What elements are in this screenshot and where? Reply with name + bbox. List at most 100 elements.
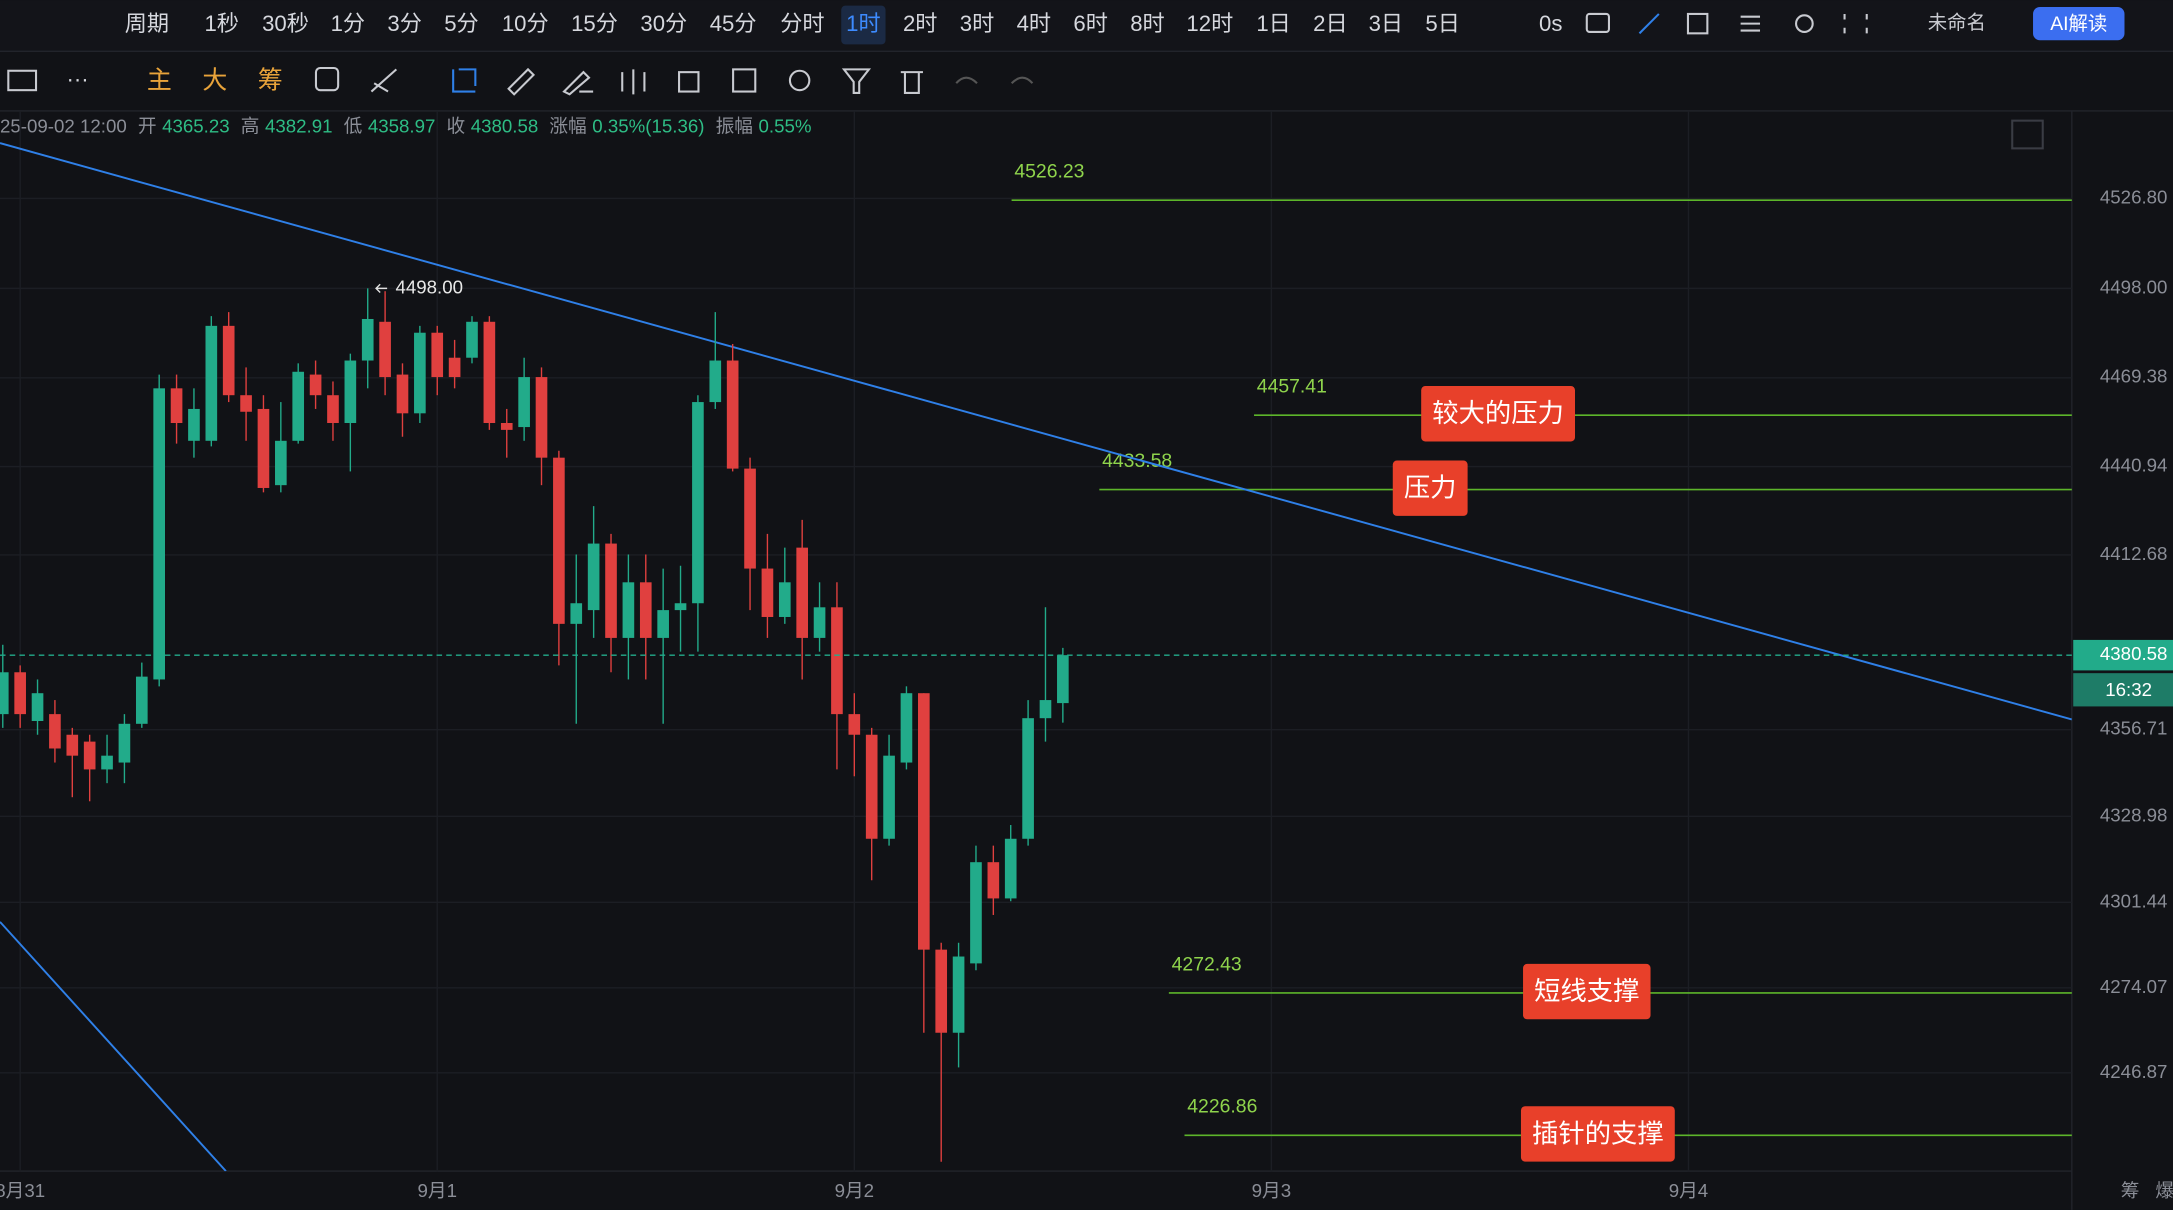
interval-button[interactable]: 2时 [903, 11, 937, 36]
top-toolbar [0, 0, 2173, 52]
icon[interactable] [1843, 13, 1868, 34]
interval-button[interactable]: 8时 [1130, 11, 1164, 36]
icon[interactable] [788, 69, 811, 92]
ai-button[interactable] [2033, 7, 2125, 41]
interval-button[interactable]: 5分 [444, 11, 478, 36]
x-tick-label: 9月2 [835, 1180, 874, 1201]
callout-text: 压力 [1404, 473, 1457, 503]
candle-body [1022, 718, 1034, 839]
ohlc-bar: 25-09-02 12:00 开 4365.23 高 4382.91 低 4358.97 收 4… [0, 116, 811, 137]
period-label[interactable]: 周期 [125, 11, 169, 36]
icon[interactable] [1638, 13, 1660, 35]
x-tick-label: 9月3 [1252, 1180, 1291, 1201]
candle-body [657, 610, 669, 638]
candle-body [14, 672, 26, 715]
candle-body [587, 543, 600, 611]
tool-button[interactable]: 大 [202, 66, 227, 94]
icon[interactable] [2011, 119, 2044, 150]
tool-button[interactable]: 筹 [258, 66, 283, 94]
candle-body [257, 408, 270, 488]
interval-button[interactable]: 3日 [1369, 11, 1403, 36]
interval-button[interactable]: 1分 [331, 11, 365, 36]
icon[interactable] [678, 71, 700, 93]
icon[interactable] [732, 68, 757, 93]
interval-button[interactable]: 5日 [1425, 11, 1459, 36]
candle-body [205, 325, 218, 441]
candle-body [570, 603, 583, 624]
ohlc-item: 0.55% [758, 116, 811, 137]
icon[interactable] [900, 71, 923, 94]
interval-button[interactable]: 分时 [780, 11, 824, 36]
ohlc-item: 低 [344, 116, 363, 137]
ohlc-item: 高 [241, 116, 260, 137]
layout-name[interactable]: 未命名 [1928, 12, 1986, 34]
ohlc-item: 开 [138, 116, 157, 137]
countdown-tag [2073, 673, 2173, 707]
rect-icon[interactable] [7, 69, 38, 92]
ohlc-item: 收 [446, 116, 465, 137]
icon[interactable] [621, 69, 646, 95]
candle-body [726, 360, 739, 469]
trendlines [0, 142, 2072, 1172]
interval-button[interactable]: 3时 [960, 11, 994, 36]
candle-body [639, 582, 652, 638]
interval-button[interactable]: 30分 [640, 11, 687, 36]
candle-body [344, 360, 357, 424]
candle-body [935, 949, 948, 1033]
icon[interactable] [841, 68, 872, 94]
ohlc-item: 振幅 [716, 116, 753, 137]
interval-button[interactable]: 30秒 [262, 11, 309, 36]
icon[interactable] [1740, 15, 1761, 32]
icon[interactable] [1686, 12, 1709, 35]
y-tick-label: 4301.44 [2100, 890, 2168, 911]
candle-body [535, 377, 548, 458]
candle-body [483, 321, 496, 424]
candle-body [101, 755, 113, 770]
icon [955, 76, 978, 84]
candle-body [170, 388, 183, 424]
trendline [0, 921, 227, 1172]
interval-button[interactable]: 12时 [1186, 11, 1233, 36]
ohlc-item: 涨幅 [549, 116, 586, 137]
interval-button[interactable]: 10分 [502, 11, 549, 36]
candle-body [865, 734, 878, 839]
candle-body [379, 321, 391, 378]
candle-body [987, 862, 1000, 899]
candle-body [0, 672, 9, 715]
icon[interactable] [562, 70, 594, 96]
interval-button[interactable]: 1日 [1256, 11, 1290, 36]
icon[interactable] [1795, 14, 1814, 33]
interval-button[interactable]: 1时 [846, 11, 880, 36]
icon[interactable] [370, 68, 398, 93]
candle-body [66, 734, 79, 756]
candle-body [518, 377, 530, 428]
callout-text: 较大的压力 [1432, 398, 1564, 428]
interval-button[interactable]: 1秒 [204, 11, 238, 36]
interval-button[interactable]: 4时 [1017, 11, 1051, 36]
more-icon[interactable]: ··· [67, 66, 89, 91]
interval-button[interactable]: 3分 [387, 11, 421, 36]
icon[interactable] [452, 68, 477, 93]
candle-body [918, 693, 930, 950]
y-tick-label: 4526.80 [2100, 186, 2168, 207]
candle-body [778, 582, 791, 617]
interval-button[interactable]: 6时 [1073, 11, 1107, 36]
icon[interactable] [507, 67, 536, 96]
max-label: 4498.00 [395, 276, 463, 297]
candle-body [553, 457, 565, 624]
candle-body [466, 321, 478, 358]
candle-body [883, 755, 895, 839]
tool-button[interactable]: 主 [147, 66, 172, 94]
candle-body [1004, 838, 1017, 899]
icon[interactable] [1585, 12, 1611, 33]
interval-button[interactable]: 45分 [710, 11, 757, 36]
interval-button[interactable]: 15分 [571, 11, 618, 36]
ohlc-item: 25-09-02 12:00 [0, 116, 127, 137]
icon[interactable] [314, 66, 340, 92]
timer[interactable]: 0s [1539, 11, 1562, 36]
interval-button[interactable]: 2日 [1313, 11, 1347, 36]
candle-body [275, 440, 287, 486]
ai-label[interactable]: AI解读 [2050, 13, 2107, 35]
